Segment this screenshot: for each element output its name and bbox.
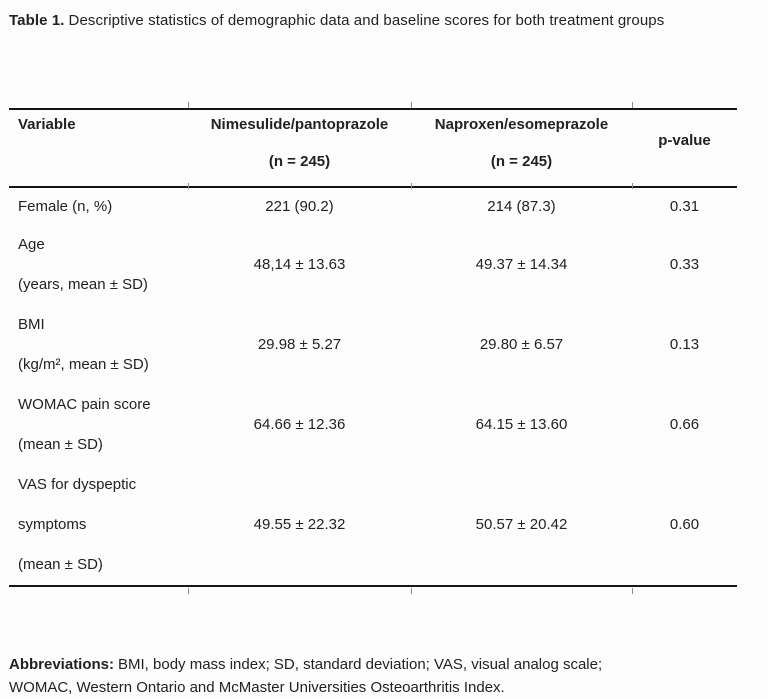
column-tick <box>188 588 189 594</box>
column-tick <box>188 183 189 189</box>
cell-variable: Age (years, mean ± SD) <box>18 235 148 293</box>
column-tick <box>411 183 412 189</box>
table-row: BMI (kg/m², mean ± SD) 29.98 ± 5.27 29.8… <box>9 304 737 384</box>
cell-pvalue: 0.66 <box>669 415 700 433</box>
cell-group2-value: 50.57 ± 20.42 <box>475 516 568 533</box>
abbreviations-line2: WOMAC, Western Ontario and McMaster Univ… <box>9 679 505 696</box>
descriptive-statistics-table: Variable Nimesulide/pantoprazole (n = 24… <box>9 108 737 587</box>
cell-variable: BMI (kg/m², mean ± SD) <box>18 315 149 373</box>
cell-group1-value: 48,14 ± 13.63 <box>253 255 346 273</box>
table-row: Female (n, %) 221 (90.2) 214 (87.3) 0.31 <box>9 187 737 224</box>
cell-group2-value: 29.80 ± 6.57 <box>479 335 564 353</box>
column-tick <box>632 183 633 189</box>
cell-pvalue: 0.33 <box>669 255 700 273</box>
cell-pvalue: 0.60 <box>669 516 700 533</box>
col-header-variable: Variable <box>18 116 76 133</box>
cell-group1-value: 221 (90.2) <box>265 197 334 215</box>
cell-variable: WOMAC pain score (mean ± SD) <box>18 395 151 453</box>
cell-group1-value: 64.66 ± 12.36 <box>253 415 346 433</box>
header-row: Variable Nimesulide/pantoprazole (n = 24… <box>9 109 737 187</box>
col-header-group2: Naproxen/esomeprazole (n = 245) <box>411 109 632 187</box>
cell-pvalue: 0.31 <box>669 197 700 215</box>
abbreviations-line1: Abbreviations: BMI, body mass index; SD, … <box>9 656 603 673</box>
cell-variable: VAS for dyspeptic symptoms (mean ± SD) <box>18 475 137 573</box>
cell-variable: Female (n, %) <box>18 197 113 215</box>
col-header-pvalue: p-value <box>658 131 711 149</box>
cell-group2-value: 49.37 ± 14.34 <box>475 255 568 273</box>
table-row: Age (years, mean ± SD) 48,14 ± 13.63 49.… <box>9 224 737 304</box>
column-tick <box>632 102 633 108</box>
table-row: WOMAC pain score (mean ± SD) 64.66 ± 12.… <box>9 384 737 464</box>
cell-group2-value: 214 (87.3) <box>487 197 556 215</box>
abbreviations-label: Abbreviations: <box>9 656 115 673</box>
table-caption-label: Table 1. <box>9 12 65 29</box>
table-caption: Table 1. Descriptive statistics of demogr… <box>9 12 664 29</box>
col-header-group2-name: Naproxen/esomeprazole <box>434 116 609 133</box>
col-header-group1: Nimesulide/pantoprazole (n = 245) <box>188 109 411 187</box>
column-tick <box>632 588 633 594</box>
abbreviations-note: Abbreviations: BMI, body mass index; SD, … <box>9 653 759 699</box>
cell-group2-value: 64.15 ± 13.60 <box>475 415 568 433</box>
column-tick <box>411 588 412 594</box>
col-header-group1-name: Nimesulide/pantoprazole <box>210 116 389 133</box>
col-header-group2-n: (n = 245) <box>490 153 553 170</box>
col-header-group1-n: (n = 245) <box>268 153 331 170</box>
column-tick <box>411 102 412 108</box>
cell-group1-value: 29.98 ± 5.27 <box>257 335 342 353</box>
cell-pvalue: 0.13 <box>669 335 700 353</box>
table-row: VAS for dyspeptic symptoms (mean ± SD) 4… <box>9 464 737 586</box>
statistics-table: Variable Nimesulide/pantoprazole (n = 24… <box>9 102 737 594</box>
table-caption-text: Descriptive statistics of demographic da… <box>68 12 665 29</box>
cell-group1-value: 49.55 ± 22.32 <box>253 516 346 533</box>
column-tick <box>188 102 189 108</box>
